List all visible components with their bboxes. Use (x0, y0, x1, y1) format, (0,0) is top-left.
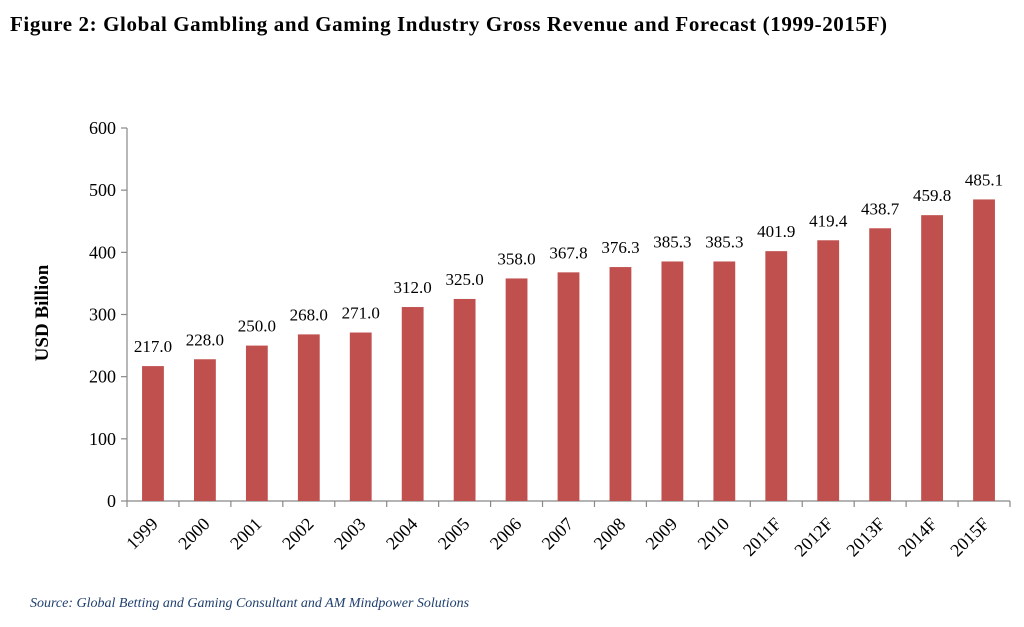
y-tick-label: 500 (89, 180, 116, 200)
bar (245, 345, 268, 501)
x-tick-label: 2015F (946, 514, 993, 561)
x-tick-labels: 1999 2000 2001 2002 2003 2004 2005 2006 2007 2008… (122, 514, 993, 561)
data-label: 228.0 (186, 330, 224, 349)
x-tick-label: 2008 (590, 514, 630, 554)
bar (194, 359, 216, 501)
data-labels: 217.0 228.0 250.0 268.0 271.0 312.0 325.0 358.0… (134, 170, 1003, 356)
x-tick-label: 2007 (538, 514, 578, 554)
x-tick-label: 2003 (330, 514, 370, 554)
data-label: 459.8 (913, 186, 951, 205)
x-tick-label: 2012F (790, 514, 837, 561)
x-tick-label: 1999 (122, 514, 162, 554)
data-label: 325.0 (445, 270, 483, 289)
y-tick-label: 0 (107, 491, 116, 511)
data-label: 385.3 (705, 232, 743, 251)
x-tick-label: 2014F (894, 514, 941, 561)
bar (661, 261, 684, 501)
bar (505, 278, 528, 501)
bars (142, 199, 995, 502)
bar (297, 334, 320, 501)
bar (142, 366, 164, 501)
bar (713, 261, 736, 501)
x-tick-label: 2009 (642, 514, 682, 554)
data-label: 485.1 (965, 170, 1003, 189)
chart-title: Figure 2: Global Gambling and Gaming Ind… (10, 12, 888, 36)
y-tick-label: 600 (89, 118, 116, 138)
bar (921, 215, 943, 502)
data-label: 385.3 (653, 232, 691, 251)
data-label: 250.0 (238, 317, 276, 336)
x-tick-label: 2013F (842, 514, 889, 561)
data-label: 367.8 (549, 243, 587, 262)
y-axis: 0 100 200 300 400 500 600 (89, 118, 128, 511)
data-label: 358.0 (497, 249, 535, 268)
data-label: 217.0 (134, 337, 172, 356)
x-tick-label: 2002 (278, 514, 318, 554)
x-tick-label: 2005 (434, 514, 474, 554)
data-label: 419.4 (809, 211, 848, 230)
data-label: 376.3 (601, 238, 639, 257)
bar (401, 307, 424, 501)
data-label: 312.0 (394, 278, 432, 297)
y-axis-label: USD Billion (32, 264, 53, 361)
y-tick-label: 300 (89, 305, 116, 325)
x-tick-label: 2010 (694, 514, 734, 554)
bar (869, 228, 892, 501)
data-label: 438.7 (861, 199, 900, 218)
bar (557, 272, 580, 501)
x-tick-label: 2006 (486, 514, 526, 554)
x-tick-label: 2001 (226, 514, 266, 554)
x-tick-label: 2000 (174, 514, 214, 554)
bar (973, 199, 995, 501)
source-note: Source: Global Betting and Gaming Consul… (30, 596, 470, 611)
bar (765, 251, 788, 501)
y-tick-label: 400 (89, 242, 116, 262)
bar (609, 267, 632, 501)
x-axis (126, 500, 1011, 507)
y-tick-label: 200 (89, 367, 116, 387)
data-label: 268.0 (290, 305, 328, 324)
bar (817, 240, 840, 501)
bar (349, 332, 372, 501)
x-tick-label: 2004 (382, 514, 422, 554)
bar (453, 298, 476, 501)
x-tick-label: 2011F (739, 514, 785, 560)
data-label: 401.9 (757, 222, 795, 241)
y-tick-label: 100 (89, 429, 116, 449)
data-label: 271.0 (342, 304, 380, 323)
